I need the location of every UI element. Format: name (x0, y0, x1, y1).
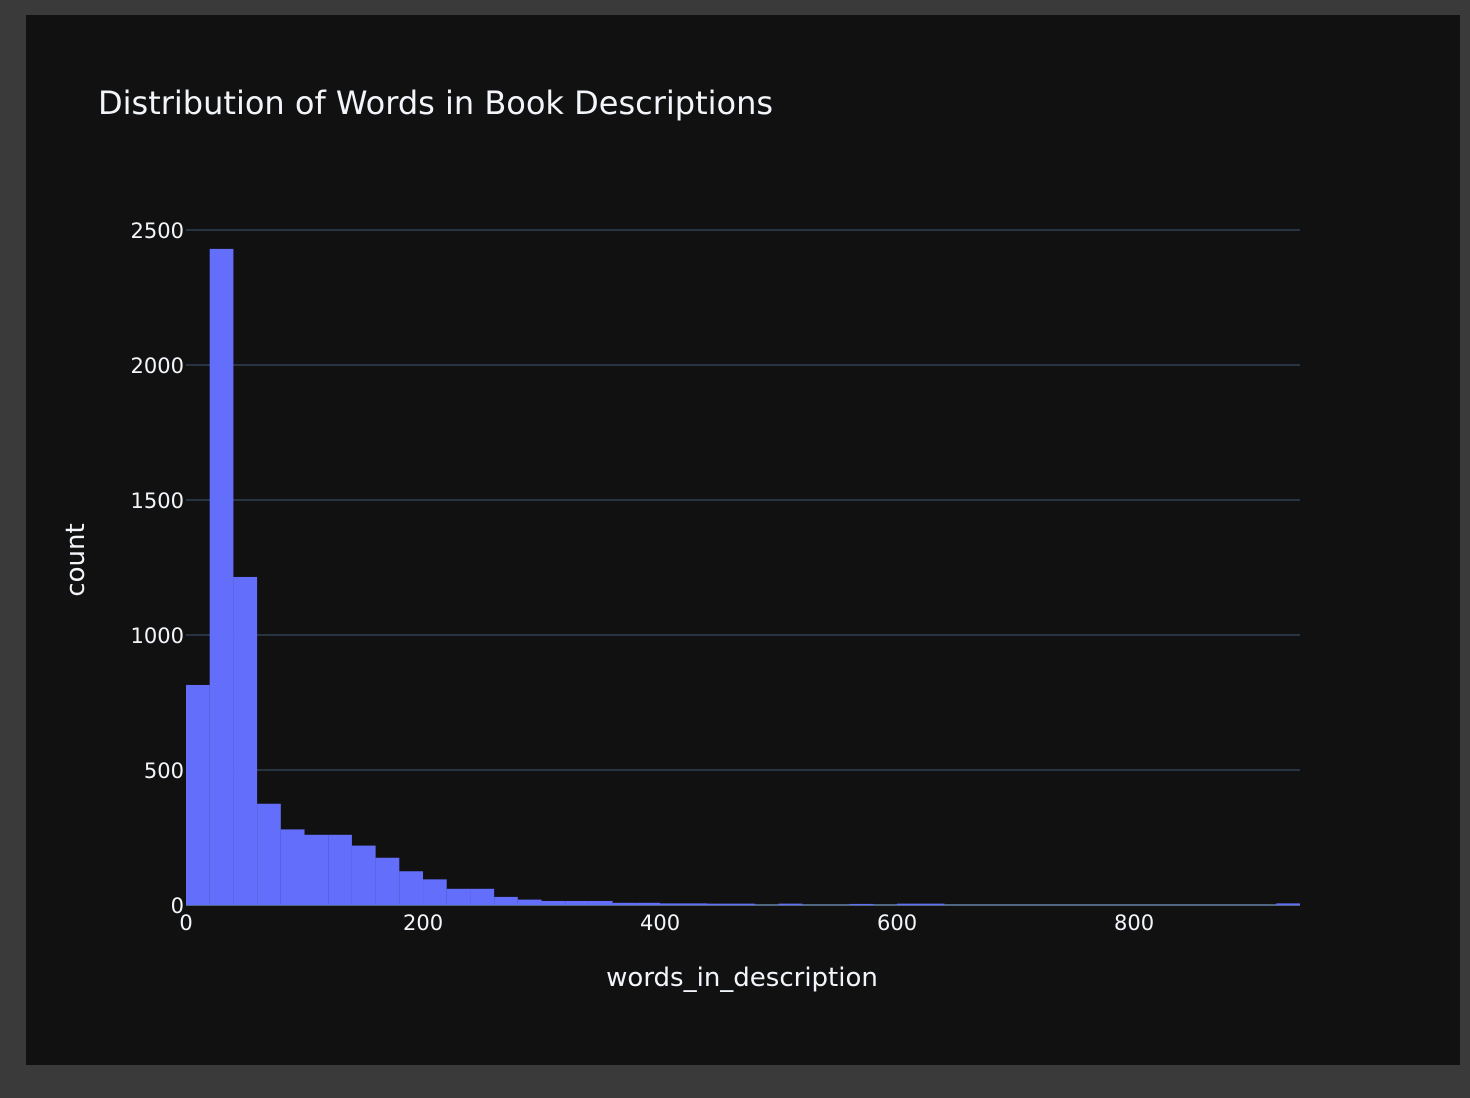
grid-lines (186, 229, 1300, 906)
histogram-bar-15 (541, 900, 566, 905)
x-axis-ticks: 0 200 400 600 800 (179, 911, 1154, 935)
bars (186, 248, 1300, 905)
histogram-bar-28 (1276, 903, 1300, 905)
histogram-bar-18 (612, 902, 637, 905)
histogram-bar-12 (470, 888, 495, 905)
x-tick-label-3: 600 (877, 911, 917, 935)
x-tick-label-2: 400 (640, 911, 680, 935)
histogram-bar-23 (731, 903, 755, 905)
histogram-bar-19 (636, 902, 661, 905)
y-tick-label-3: 1500 (131, 489, 184, 513)
histogram-chart: Distribution of Words in Book Descriptio… (61, 84, 1300, 993)
histogram-bar-27 (920, 903, 945, 905)
y-tick-label-0: 0 (171, 894, 184, 918)
histogram-bar-17 (588, 900, 613, 905)
x-tick-label-1: 200 (403, 911, 443, 935)
histogram-bar-4 (280, 829, 305, 905)
histogram-bar-6 (328, 834, 352, 905)
y-axis-ticks: 0 500 1000 1500 2000 2500 (131, 219, 184, 918)
chart-title: Distribution of Words in Book Descriptio… (98, 84, 773, 122)
x-axis-title: words_in_description (606, 963, 878, 993)
histogram-bar-25 (849, 903, 874, 905)
histogram-bar-16 (565, 900, 589, 905)
histogram-bar-26 (897, 903, 921, 905)
histogram-bar-8 (375, 857, 400, 905)
histogram-bar-9 (399, 871, 424, 905)
y-tick-label-4: 2000 (131, 354, 184, 378)
y-axis-title: count (61, 523, 91, 596)
histogram-bar-11 (446, 888, 471, 905)
histogram-bar-14 (517, 899, 542, 905)
histogram-bar-22 (707, 903, 732, 905)
y-tick-label-2: 1000 (131, 624, 184, 648)
histogram-bar-3 (257, 803, 281, 905)
histogram-bar-5 (304, 834, 329, 905)
y-tick-label-1: 500 (144, 759, 184, 783)
histogram-bar-2 (233, 576, 258, 905)
histogram-bar-21 (683, 903, 708, 905)
histogram-bar-0 (186, 684, 210, 905)
histogram-bar-7 (351, 845, 376, 905)
x-tick-label-4: 800 (1114, 911, 1154, 935)
histogram-bar-20 (660, 903, 684, 905)
histogram-bar-13 (494, 896, 518, 905)
x-tick-label-0: 0 (179, 911, 192, 935)
y-tick-label-5: 2500 (131, 219, 184, 243)
histogram-bar-10 (423, 879, 447, 905)
histogram-bar-1 (209, 248, 234, 905)
chart-frame: Distribution of Words in Book Descriptio… (26, 15, 1460, 1065)
histogram-bar-24 (778, 903, 803, 905)
